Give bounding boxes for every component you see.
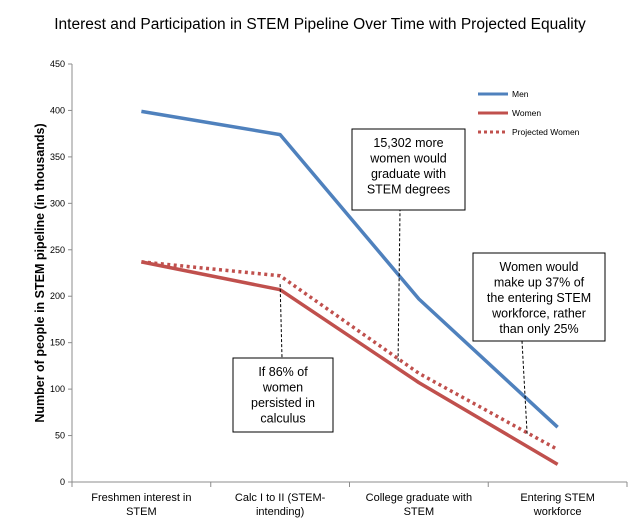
annotation-box: [232, 357, 334, 433]
x-tick-label: Calc I to II (STEM-intending): [235, 492, 326, 518]
y-tick-label: 150: [50, 338, 65, 348]
legend-label: Projected Women: [512, 127, 580, 137]
x-tick-label: Freshmen interest in STEM: [91, 492, 191, 518]
y-tick-label: 250: [50, 245, 65, 255]
legend-label: Women: [512, 108, 541, 118]
annotation-text: 15,302 more women would graduate with STEM …: [367, 136, 450, 197]
annotation-box: [351, 128, 466, 211]
annotation-leader-line: [279, 284, 283, 359]
y-tick-label: 100: [50, 384, 65, 394]
annotation-box: [472, 252, 606, 342]
series-line-men: [141, 109, 559, 429]
y-tick-label: 200: [50, 291, 65, 301]
annotation-text: If 86% of women persisted in calculus: [251, 365, 315, 426]
y-tick-label: 350: [50, 152, 65, 162]
y-tick-label: 50: [55, 431, 65, 441]
x-tick-label: College graduate with STEM: [366, 492, 472, 518]
legend-label: Men: [512, 89, 529, 99]
annotation-text: Women would make up 37% of the entering ST…: [487, 260, 591, 336]
y-tick-label: 0: [60, 477, 65, 487]
y-axis-label: Number of people in STEM pipeline (in th…: [33, 123, 47, 422]
x-tick-label: Entering STEM workforce: [520, 492, 595, 518]
y-tick-label: 450: [50, 59, 65, 69]
series-line-women: [141, 260, 559, 466]
chart-title: Interest and Participation in STEM Pipel…: [54, 16, 586, 33]
annotation-leader-line: [397, 209, 401, 362]
annotation-leader-line: [521, 340, 528, 434]
y-tick-label: 400: [50, 105, 65, 115]
y-tick-label: 300: [50, 198, 65, 208]
